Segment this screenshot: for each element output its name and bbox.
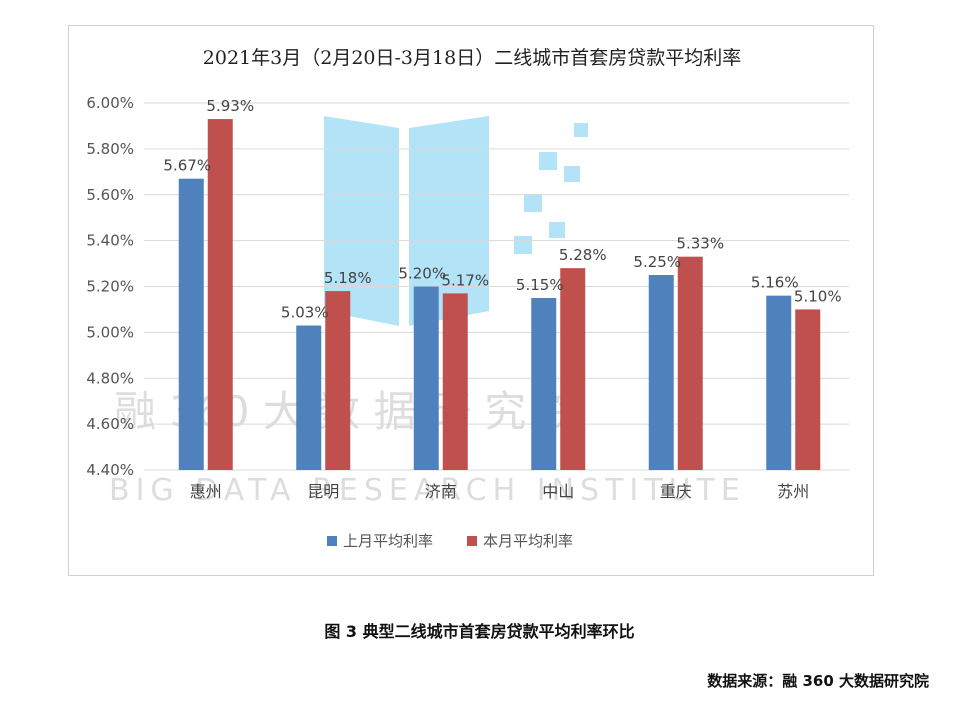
bar-this-month (560, 268, 586, 470)
y-tick-label: 6.00% (86, 94, 134, 112)
y-tick-label: 4.60% (86, 415, 134, 433)
bar-this-month (795, 309, 821, 470)
y-tick-label: 5.40% (86, 232, 134, 250)
chart-frame: 融 360 大 数 据 研 究 院 BIG DATA RESEARCH INST… (68, 25, 874, 576)
data-label: 5.03% (281, 303, 329, 321)
data-label: 5.20% (398, 265, 446, 283)
figure-caption: 图 3 典型二线城市首套房贷款平均利率环比 (324, 622, 635, 641)
data-source: 数据来源：融 360 大数据研究院 (707, 672, 929, 690)
bar-last-month (531, 297, 557, 470)
bar-last-month (413, 286, 439, 470)
bar-last-month (178, 178, 204, 470)
y-tick-label: 5.80% (86, 140, 134, 158)
watermark-logo-book-left (324, 116, 399, 326)
bars (178, 119, 821, 471)
data-label: 5.16% (751, 274, 799, 292)
watermark-logo-pixel (514, 236, 532, 254)
data-label: 5.18% (324, 269, 372, 287)
bar-this-month (207, 119, 233, 471)
gridlines (144, 102, 849, 471)
y-tick-label: 5.60% (86, 186, 134, 204)
category-label: 惠州 (190, 482, 222, 501)
watermark-logo-pixel (549, 222, 565, 238)
bar-last-month (296, 325, 322, 470)
data-label: 5.25% (633, 253, 681, 271)
legend-label: 上月平均利率 (343, 532, 433, 550)
watermark-english-text: BIG DATA RESEARCH INSTITUTE (109, 473, 746, 508)
category-label: 重庆 (660, 482, 692, 501)
y-tick-label: 4.40% (86, 461, 134, 479)
legend-swatch (327, 536, 337, 546)
data-labels: 5.67% 5.93% 5.03% 5.18% 5.20%5.17% 5.15% 5.28%… (163, 97, 841, 321)
y-axis-ticks: 4.40% 4.60% 4.80% 5.00% 5.20% 5.40% 5.60% 5.80%… (86, 94, 134, 479)
data-label: 5.10% (794, 287, 842, 305)
bar-chart: 融 360 大 数 据 研 究 院 BIG DATA RESEARCH INST… (86, 47, 849, 550)
watermark-logo-book-right (409, 116, 489, 326)
watermark-logo-pixel (574, 123, 588, 137)
y-tick-label: 5.00% (86, 323, 134, 341)
data-label: 5.67% (163, 157, 211, 175)
data-label: 5.15% (516, 276, 564, 294)
chart-title: 2021年3月（2月20日-3月18日）二线城市首套房贷款平均利率 (203, 47, 741, 69)
x-axis-categories: 惠州 昆明 济南 中山 重庆 苏州 (190, 482, 810, 501)
category-label: 济南 (425, 482, 457, 501)
legend-swatch (467, 536, 477, 546)
legend: 上月平均利率 本月平均利率 (327, 532, 573, 550)
category-label: 中山 (542, 482, 574, 501)
watermark-logo-pixel (539, 152, 557, 170)
y-tick-label: 4.80% (86, 369, 134, 387)
data-label: 5.93% (206, 97, 254, 115)
legend-label: 本月平均利率 (483, 532, 573, 550)
bar-this-month (442, 293, 468, 470)
watermark-logo-pixel (564, 166, 580, 182)
bar-last-month (648, 275, 674, 470)
data-label: 5.17% (441, 271, 489, 289)
category-label: 苏州 (777, 482, 809, 501)
y-tick-label: 5.20% (86, 278, 134, 296)
bar-last-month (766, 295, 792, 470)
data-label: 5.28% (559, 246, 607, 264)
bar-this-month (677, 256, 703, 470)
watermark-logo-pixel (524, 194, 542, 212)
category-label: 昆明 (307, 482, 339, 501)
data-label: 5.33% (676, 235, 724, 253)
bar-this-month (325, 291, 351, 470)
